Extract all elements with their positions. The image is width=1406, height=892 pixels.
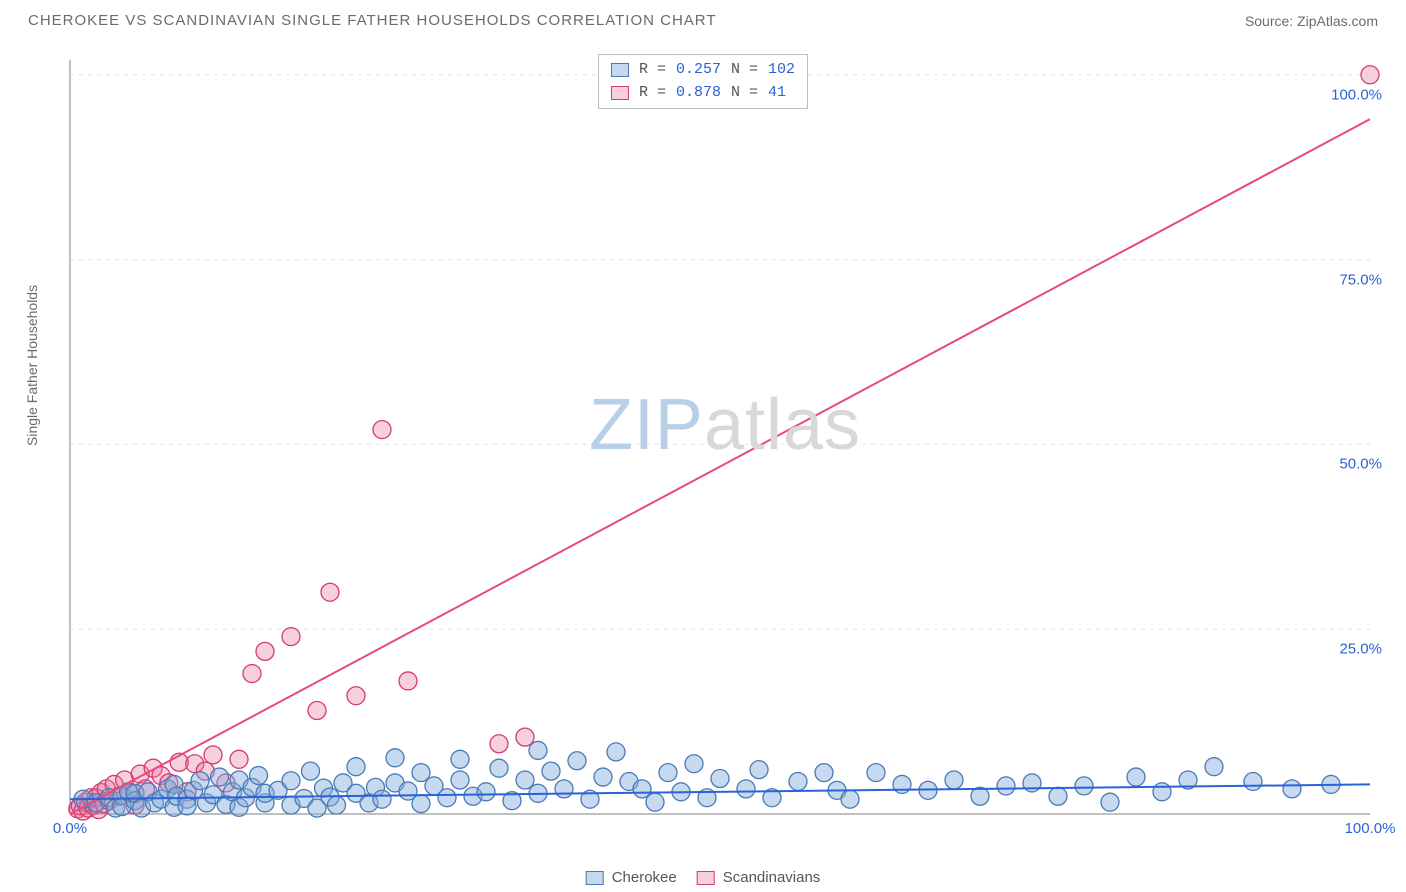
x-tick-label: 0.0%: [53, 820, 87, 837]
n-value: 102: [768, 59, 795, 82]
r-value: 0.878: [676, 82, 721, 105]
correlation-legend: R = 0.257 N = 102 R = 0.878 N = 41: [598, 54, 808, 109]
chart-title: CHEROKEE VS SCANDINAVIAN SINGLE FATHER H…: [28, 12, 717, 29]
y-axis-label: Single Father Households: [24, 285, 40, 446]
y-tick-label: 100.0%: [1331, 86, 1382, 103]
y-tick-label: 25.0%: [1339, 641, 1382, 658]
legend-swatch-pink: [697, 871, 715, 885]
r-value: 0.257: [676, 59, 721, 82]
legend-item-cherokee: Cherokee: [586, 869, 677, 886]
n-label: N =: [731, 59, 758, 82]
legend-swatch-pink: [611, 86, 629, 100]
legend-swatch-blue: [611, 63, 629, 77]
legend-item-scandinavians: Scandinavians: [697, 869, 821, 886]
n-label: N =: [731, 82, 758, 105]
n-value: 41: [768, 82, 786, 105]
chart-area: ZIPatlas 25.0%50.0%75.0%100.0%0.0%100.0%: [60, 46, 1390, 836]
y-tick-label: 75.0%: [1339, 271, 1382, 288]
legend-row: R = 0.878 N = 41: [611, 82, 795, 105]
legend-label: Cherokee: [612, 869, 677, 886]
r-label: R =: [639, 82, 666, 105]
r-label: R =: [639, 59, 666, 82]
scatter-chart: [60, 46, 1390, 836]
y-tick-label: 50.0%: [1339, 456, 1382, 473]
x-tick-label: 100.0%: [1345, 820, 1396, 837]
series-legend: Cherokee Scandinavians: [586, 869, 821, 886]
legend-label: Scandinavians: [723, 869, 821, 886]
legend-swatch-blue: [586, 871, 604, 885]
legend-row: R = 0.257 N = 102: [611, 59, 795, 82]
title-bar: CHEROKEE VS SCANDINAVIAN SINGLE FATHER H…: [0, 0, 1406, 33]
source-label: Source: ZipAtlas.com: [1245, 13, 1378, 29]
